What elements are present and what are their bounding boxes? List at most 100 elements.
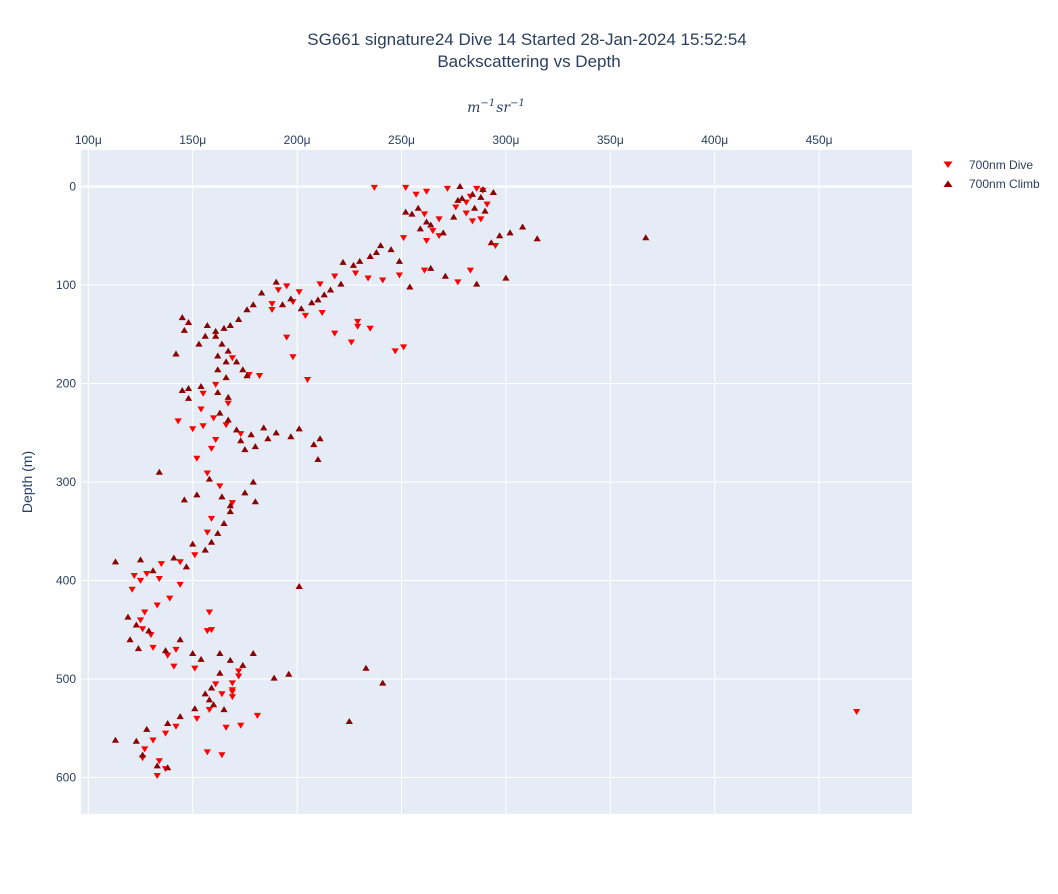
data-point bbox=[178, 386, 186, 393]
data-point bbox=[366, 252, 374, 259]
data-point bbox=[134, 645, 143, 652]
triangle-down-icon bbox=[943, 161, 953, 168]
data-point bbox=[283, 334, 291, 341]
data-point bbox=[170, 554, 178, 561]
series-dive bbox=[128, 184, 861, 779]
x-tick-label: 100μ bbox=[75, 133, 102, 147]
data-point bbox=[253, 712, 262, 719]
data-point bbox=[193, 491, 201, 498]
data-point bbox=[216, 409, 224, 416]
data-point bbox=[395, 257, 404, 264]
data-point bbox=[314, 296, 322, 303]
legend-item-dive[interactable]: 700nm Dive bbox=[943, 158, 1034, 172]
data-point bbox=[212, 681, 220, 688]
y-axis-title: Depth (m) bbox=[19, 451, 35, 513]
data-point bbox=[153, 602, 161, 609]
data-point bbox=[470, 204, 479, 211]
data-point bbox=[303, 376, 312, 383]
data-point bbox=[289, 354, 297, 361]
x-unit-exp2: −1 bbox=[510, 98, 525, 109]
x-unit-exp1: −1 bbox=[480, 98, 495, 109]
data-point bbox=[249, 478, 257, 485]
data-point bbox=[366, 325, 374, 332]
data-point bbox=[228, 680, 236, 687]
data-point bbox=[458, 194, 466, 201]
chart-title-line1: SG661 signature24 Dive 14 Started 28-Jan… bbox=[307, 30, 746, 49]
data-point bbox=[443, 185, 452, 192]
data-point bbox=[239, 366, 247, 373]
data-point bbox=[364, 275, 372, 282]
data-point bbox=[506, 229, 514, 236]
data-point bbox=[468, 218, 477, 225]
data-point bbox=[391, 348, 399, 355]
data-point bbox=[533, 235, 541, 242]
data-point bbox=[226, 656, 234, 663]
data-point bbox=[203, 529, 211, 536]
data-point bbox=[197, 383, 205, 390]
data-point bbox=[130, 572, 138, 579]
data-point bbox=[214, 529, 222, 536]
data-point bbox=[260, 424, 268, 431]
data-point bbox=[199, 423, 207, 430]
data-point bbox=[408, 210, 416, 217]
data-point bbox=[237, 437, 245, 444]
data-point bbox=[441, 272, 449, 279]
data-point bbox=[379, 679, 387, 686]
y-tick-label: 400 bbox=[56, 574, 76, 588]
data-point bbox=[258, 289, 266, 296]
data-point bbox=[197, 655, 205, 662]
data-point bbox=[216, 669, 224, 676]
data-point bbox=[214, 352, 222, 359]
legend-item-climb[interactable]: 700nm Climb bbox=[943, 177, 1041, 191]
data-point bbox=[205, 696, 214, 703]
data-point bbox=[153, 762, 161, 769]
data-point bbox=[205, 706, 214, 713]
data-point bbox=[166, 595, 174, 602]
data-point bbox=[439, 229, 447, 236]
data-point bbox=[331, 330, 339, 337]
data-point bbox=[224, 347, 232, 354]
data-point bbox=[193, 455, 201, 462]
data-point bbox=[203, 470, 211, 477]
data-point bbox=[178, 314, 186, 321]
x-tick-label: 200μ bbox=[284, 133, 311, 147]
y-tick-label: 300 bbox=[56, 475, 76, 489]
data-point bbox=[462, 199, 470, 206]
data-point bbox=[184, 394, 193, 401]
data-point bbox=[278, 301, 287, 308]
data-point bbox=[143, 571, 151, 578]
data-point bbox=[111, 736, 120, 743]
x-axis-title: m−1sr−1 bbox=[467, 98, 525, 116]
data-point bbox=[141, 609, 149, 616]
data-point bbox=[285, 670, 293, 677]
data-point bbox=[193, 715, 201, 722]
data-point bbox=[170, 663, 178, 670]
data-point bbox=[203, 749, 211, 756]
data-point bbox=[226, 502, 234, 509]
data-point bbox=[136, 556, 145, 563]
x-unit-base2: sr bbox=[496, 100, 511, 116]
data-point bbox=[255, 373, 264, 380]
legend-label-dive: 700nm Dive bbox=[969, 158, 1033, 172]
data-point bbox=[132, 621, 140, 628]
data-point bbox=[218, 691, 226, 698]
data-point bbox=[468, 190, 477, 197]
data-point bbox=[456, 183, 464, 190]
data-point bbox=[337, 280, 345, 287]
data-point bbox=[237, 722, 245, 729]
data-point bbox=[203, 321, 211, 328]
data-point bbox=[316, 281, 324, 288]
data-point bbox=[370, 184, 378, 191]
y-tick-label: 0 bbox=[69, 179, 76, 193]
data-point bbox=[228, 500, 236, 507]
y-tick-label: 100 bbox=[56, 278, 76, 292]
data-point bbox=[199, 390, 207, 397]
data-point bbox=[235, 316, 243, 323]
data-point bbox=[301, 312, 310, 319]
data-point bbox=[489, 188, 497, 195]
legend[interactable]: 700nm Dive 700nm Climb bbox=[943, 158, 1041, 191]
data-point bbox=[205, 609, 214, 616]
data-point bbox=[222, 724, 230, 731]
data-point bbox=[642, 234, 650, 241]
